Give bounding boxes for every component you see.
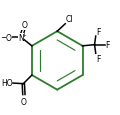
Text: +: + xyxy=(21,33,26,38)
Text: F: F xyxy=(96,54,101,63)
Text: F: F xyxy=(105,41,110,50)
Text: O: O xyxy=(6,33,12,42)
Text: N: N xyxy=(18,33,24,42)
Text: Cl: Cl xyxy=(66,15,73,24)
Text: O: O xyxy=(21,21,27,30)
Text: HO: HO xyxy=(1,78,12,87)
Text: −: − xyxy=(0,33,7,42)
Text: F: F xyxy=(96,27,101,36)
Text: O: O xyxy=(21,97,27,106)
